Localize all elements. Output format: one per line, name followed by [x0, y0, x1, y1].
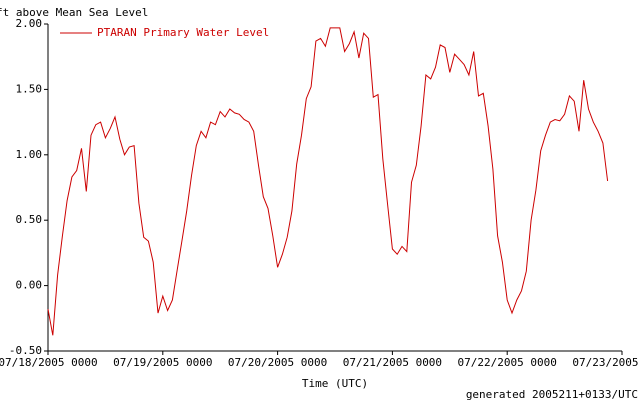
- y-tick-label: 1.00: [16, 148, 43, 161]
- y-tick-label: -0.50: [9, 344, 42, 357]
- x-tick-label: 07/20/2005 0000: [228, 356, 327, 369]
- x-axis-label: Time (UTC): [302, 377, 368, 390]
- x-tick-label: 07/23/2005 0000: [572, 356, 640, 369]
- x-tick-label: 07/21/2005 0000: [343, 356, 442, 369]
- x-tick-label: 07/22/2005 0000: [458, 356, 557, 369]
- data-line: [47, 27, 609, 336]
- x-tick-label: 07/19/2005 0000: [113, 356, 212, 369]
- footer: generated 2005211+0133/UTC: [466, 388, 638, 400]
- y-tick-label: 2.00: [16, 17, 43, 30]
- y-tick-label: 0.00: [16, 279, 43, 292]
- y-axis-label: ft above Mean Sea Level: [0, 6, 148, 19]
- y-tick-label: 1.50: [16, 82, 43, 95]
- x-tick-label: 07/18/2005 0000: [0, 356, 98, 369]
- legend-label: PTARAN Primary Water Level: [97, 26, 269, 39]
- y-tick-label: 0.50: [16, 213, 43, 226]
